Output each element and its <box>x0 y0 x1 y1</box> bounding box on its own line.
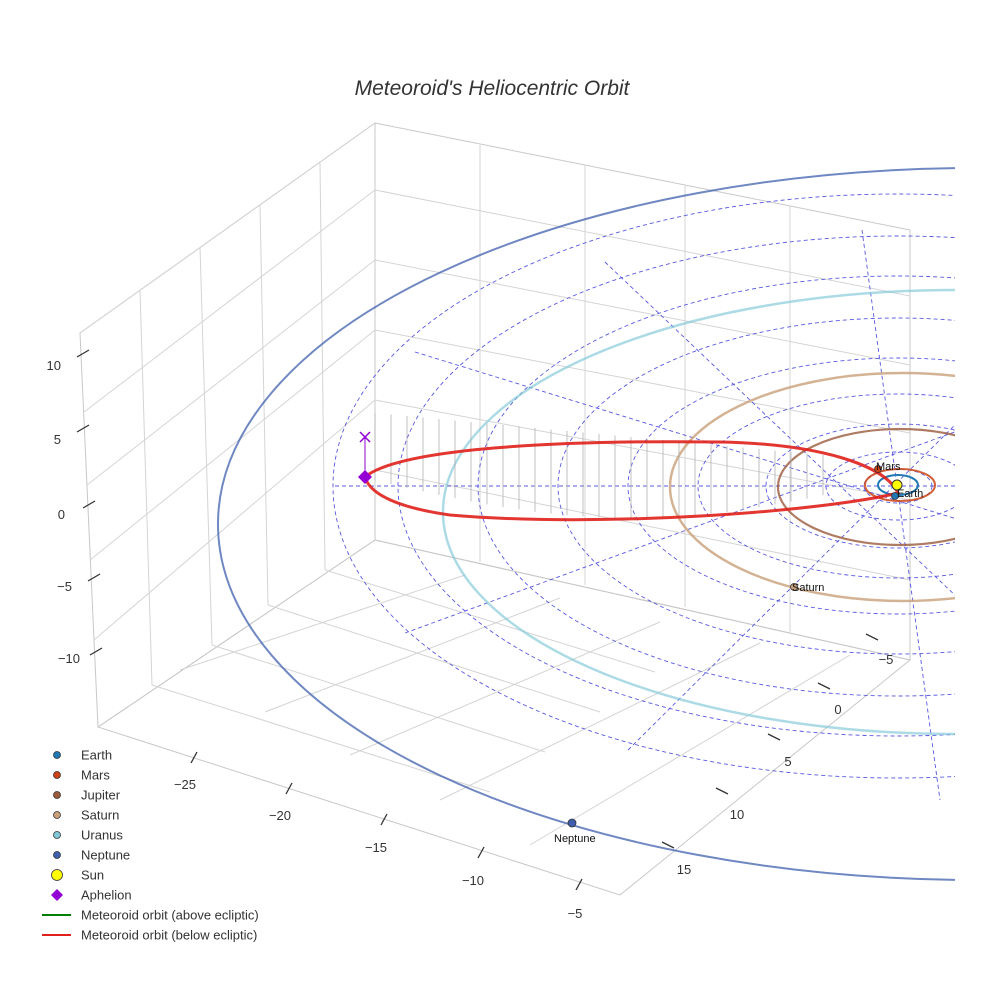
neptune-orbit <box>217 167 955 881</box>
legend-item: Neptune <box>53 848 130 863</box>
chart-title: Meteoroid's Heliocentric Orbit <box>355 77 631 100</box>
planet-label-earth: Earth <box>897 488 923 500</box>
z-tick-label: −10 <box>58 651 80 666</box>
drop-lines <box>374 412 824 518</box>
legend-label: Jupiter <box>81 788 121 803</box>
back-pane-left <box>79 122 376 728</box>
legend: Earth Mars Jupiter Saturn Uranus Neptune Sun Ap… <box>42 748 259 943</box>
jupiter-orbit <box>776 427 955 547</box>
legend-item: Uranus <box>53 828 123 843</box>
y-tick-label: 0 <box>834 702 841 717</box>
legend-item: Meteoroid orbit (below ecliptic) <box>42 928 257 943</box>
legend-item: Saturn <box>53 808 119 823</box>
pane-gridlines <box>79 122 911 846</box>
neptune-marker <box>567 818 577 828</box>
legend-marker <box>51 889 63 901</box>
z-tick-label: 10 <box>47 358 61 373</box>
y-tick-label: 15 <box>677 862 691 877</box>
y-tick-labels: −5 0 5 10 15 <box>677 652 894 877</box>
ecliptic-grid <box>332 193 955 801</box>
x-tick-label: −5 <box>568 906 583 921</box>
legend-marker <box>53 751 61 759</box>
floor-pane <box>96 539 912 896</box>
legend-label: Meteoroid orbit (below ecliptic) <box>81 928 257 943</box>
legend-label: Sun <box>81 868 104 883</box>
legend-label: Mars <box>81 768 110 783</box>
planet-label-neptune: Neptune <box>554 833 596 845</box>
legend-marker <box>53 771 61 779</box>
saturn-orbit <box>668 371 955 603</box>
z-tick-label: 0 <box>58 507 65 522</box>
legend-item: Meteoroid orbit (above ecliptic) <box>42 908 259 923</box>
legend-item: Jupiter <box>53 788 121 803</box>
y-axis <box>661 633 879 849</box>
uranus-orbit <box>441 288 955 736</box>
legend-marker <box>53 811 61 819</box>
legend-item: Earth <box>53 748 112 763</box>
x-tick-label: −25 <box>174 777 196 792</box>
legend-label: Earth <box>81 748 112 763</box>
z-axis <box>76 349 103 656</box>
y-tick-label: 10 <box>730 807 744 822</box>
legend-marker <box>53 851 61 859</box>
legend-label: Neptune <box>81 848 130 863</box>
earth-marker <box>891 492 899 500</box>
x-tick-label: −20 <box>269 808 291 823</box>
x-axis <box>190 751 583 891</box>
y-tick-label: −5 <box>879 652 894 667</box>
z-tick-labels: 10 5 0 −5 −10 <box>47 358 80 666</box>
mars-marker <box>874 465 882 473</box>
saturn-marker <box>790 583 798 591</box>
legend-item: Sun <box>51 868 104 883</box>
legend-item: Aphelion <box>51 888 132 903</box>
planet-label-saturn: Saturn <box>792 582 824 594</box>
legend-label: Saturn <box>81 808 119 823</box>
planet-orbits <box>217 167 955 881</box>
aphelion-marker <box>358 470 372 484</box>
z-tick-label: −5 <box>57 579 72 594</box>
legend-item: Mars <box>53 768 110 783</box>
legend-marker <box>53 791 61 799</box>
sun-marker <box>891 479 903 491</box>
z-tick-label: 5 <box>54 432 61 447</box>
legend-label: Aphelion <box>81 888 132 903</box>
x-tick-labels: −25 −20 −15 −10 −5 <box>174 777 582 921</box>
mars-orbit <box>864 468 936 502</box>
meteoroid-orbit-below-ecliptic <box>363 440 901 522</box>
legend-marker <box>51 869 63 881</box>
legend-marker <box>53 831 61 839</box>
x-tick-label: −15 <box>365 840 387 855</box>
y-tick-label: 5 <box>784 754 791 769</box>
legend-label: Uranus <box>81 828 123 843</box>
legend-label: Meteoroid orbit (above ecliptic) <box>81 908 259 923</box>
planet-label-mars: Mars <box>876 461 901 473</box>
aphelion-projection-marker <box>359 431 371 443</box>
x-tick-label: −10 <box>462 873 484 888</box>
